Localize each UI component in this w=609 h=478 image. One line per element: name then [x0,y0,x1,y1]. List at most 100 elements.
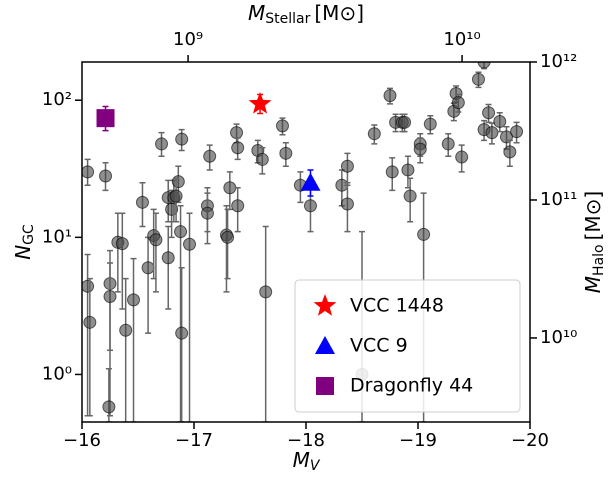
point [455,150,469,164]
point [403,189,417,203]
label-main: M [581,276,605,293]
point [451,96,465,110]
point [103,290,117,304]
point [231,141,245,155]
point [161,251,175,265]
point [141,261,155,275]
point [340,197,354,211]
label-sub: Stellar [265,11,310,27]
point [401,163,415,177]
point [340,159,354,173]
error-bar [122,277,129,422]
point [83,315,97,329]
point [175,326,189,340]
legend-label: VCC 9 [350,335,408,357]
error-bar [223,204,230,293]
point [223,181,237,195]
error-bar [178,267,185,422]
y-axis-label: NGC [11,224,38,260]
point [423,117,437,131]
x-tick-label: −20 [511,430,549,451]
point [303,199,317,213]
point [221,230,235,244]
legend-marker [316,377,334,395]
point [367,127,381,141]
point [155,137,169,151]
point [413,142,427,156]
point [300,172,321,191]
point [417,227,431,241]
y2-tick-label: 10¹² [540,51,577,72]
label-sub: GC [21,224,37,245]
y2-axis-label: MHalo [M⊙] [581,191,608,293]
x-tick-label: −17 [175,430,213,451]
point [135,195,149,209]
point [441,137,455,151]
x2-tick-label: 10¹⁰ [443,29,480,50]
point [200,206,214,220]
point [119,323,133,337]
x-tick-label: −16 [63,430,101,451]
point [171,175,185,189]
x-axis-label: MV [293,448,321,475]
point [231,199,245,213]
label-unit: [M⊙] [314,1,364,25]
label-main: N [11,245,35,260]
point [482,106,496,120]
legend-label: Dragonfly 44 [350,375,473,397]
x2-tick-label: 10⁹ [173,29,203,50]
point [149,233,163,247]
point [510,125,524,139]
error-bar [107,262,113,417]
marks [82,62,524,422]
point [203,149,217,163]
point [385,165,399,179]
point [169,189,183,203]
point [230,126,244,140]
point [99,169,113,183]
point [477,62,491,69]
error-bar [130,257,137,422]
x-tick-label: −18 [287,430,325,451]
point [183,237,197,251]
x2-axis-label: MStellar [M⊙] [248,1,364,28]
y-tick-label: 10⁰ [42,363,72,384]
label-sub: V [310,458,321,474]
point [493,114,507,128]
point [398,115,412,129]
point [259,285,273,299]
x-tick-label: −19 [399,430,437,451]
point [255,152,269,166]
point [279,146,293,160]
y2-tick-label: 10¹¹ [540,189,577,210]
point [383,89,397,103]
label-sub: Halo [591,244,607,276]
point [96,109,115,128]
point [127,293,141,307]
y2-tick-label: 10¹⁰ [540,327,577,348]
error-bar [177,204,184,422]
error-bar [165,225,172,310]
point [471,72,485,86]
point [115,237,129,251]
point [102,400,116,414]
legend-marker [313,294,337,316]
point [82,165,95,179]
point [174,225,188,239]
error-bar [119,212,126,310]
error-bar [152,212,159,293]
label-main: M [293,448,310,472]
point [275,119,289,133]
label-main: M [248,1,265,25]
label-unit: [M⊙] [581,191,605,241]
point [503,145,517,159]
error-bar [262,225,269,422]
point [485,126,499,140]
point [175,132,189,146]
legend-label: VCC 1448 [350,295,444,317]
point [248,91,272,114]
point [82,279,95,293]
y-tick-label: 10² [42,89,72,110]
legend-marker [315,336,335,354]
